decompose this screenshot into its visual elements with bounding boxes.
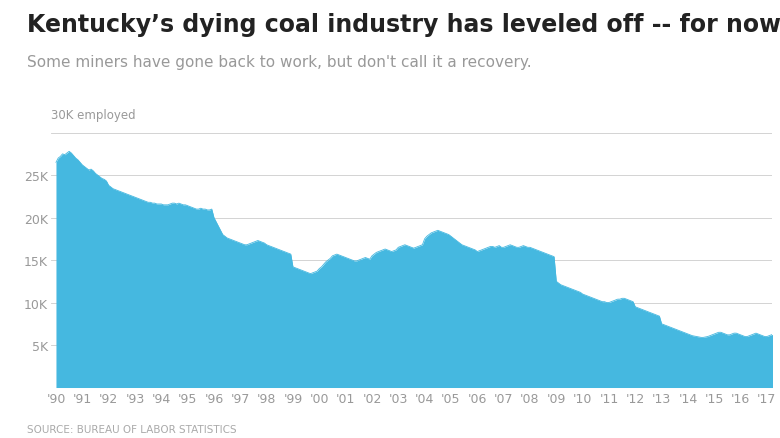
Text: 30K employed: 30K employed: [51, 109, 135, 122]
Text: SOURCE: BUREAU OF LABOR STATISTICS: SOURCE: BUREAU OF LABOR STATISTICS: [27, 424, 237, 434]
Text: Some miners have gone back to work, but don't call it a recovery.: Some miners have gone back to work, but …: [27, 55, 532, 70]
Text: Kentucky’s dying coal industry has leveled off -- for now: Kentucky’s dying coal industry has level…: [27, 13, 780, 37]
